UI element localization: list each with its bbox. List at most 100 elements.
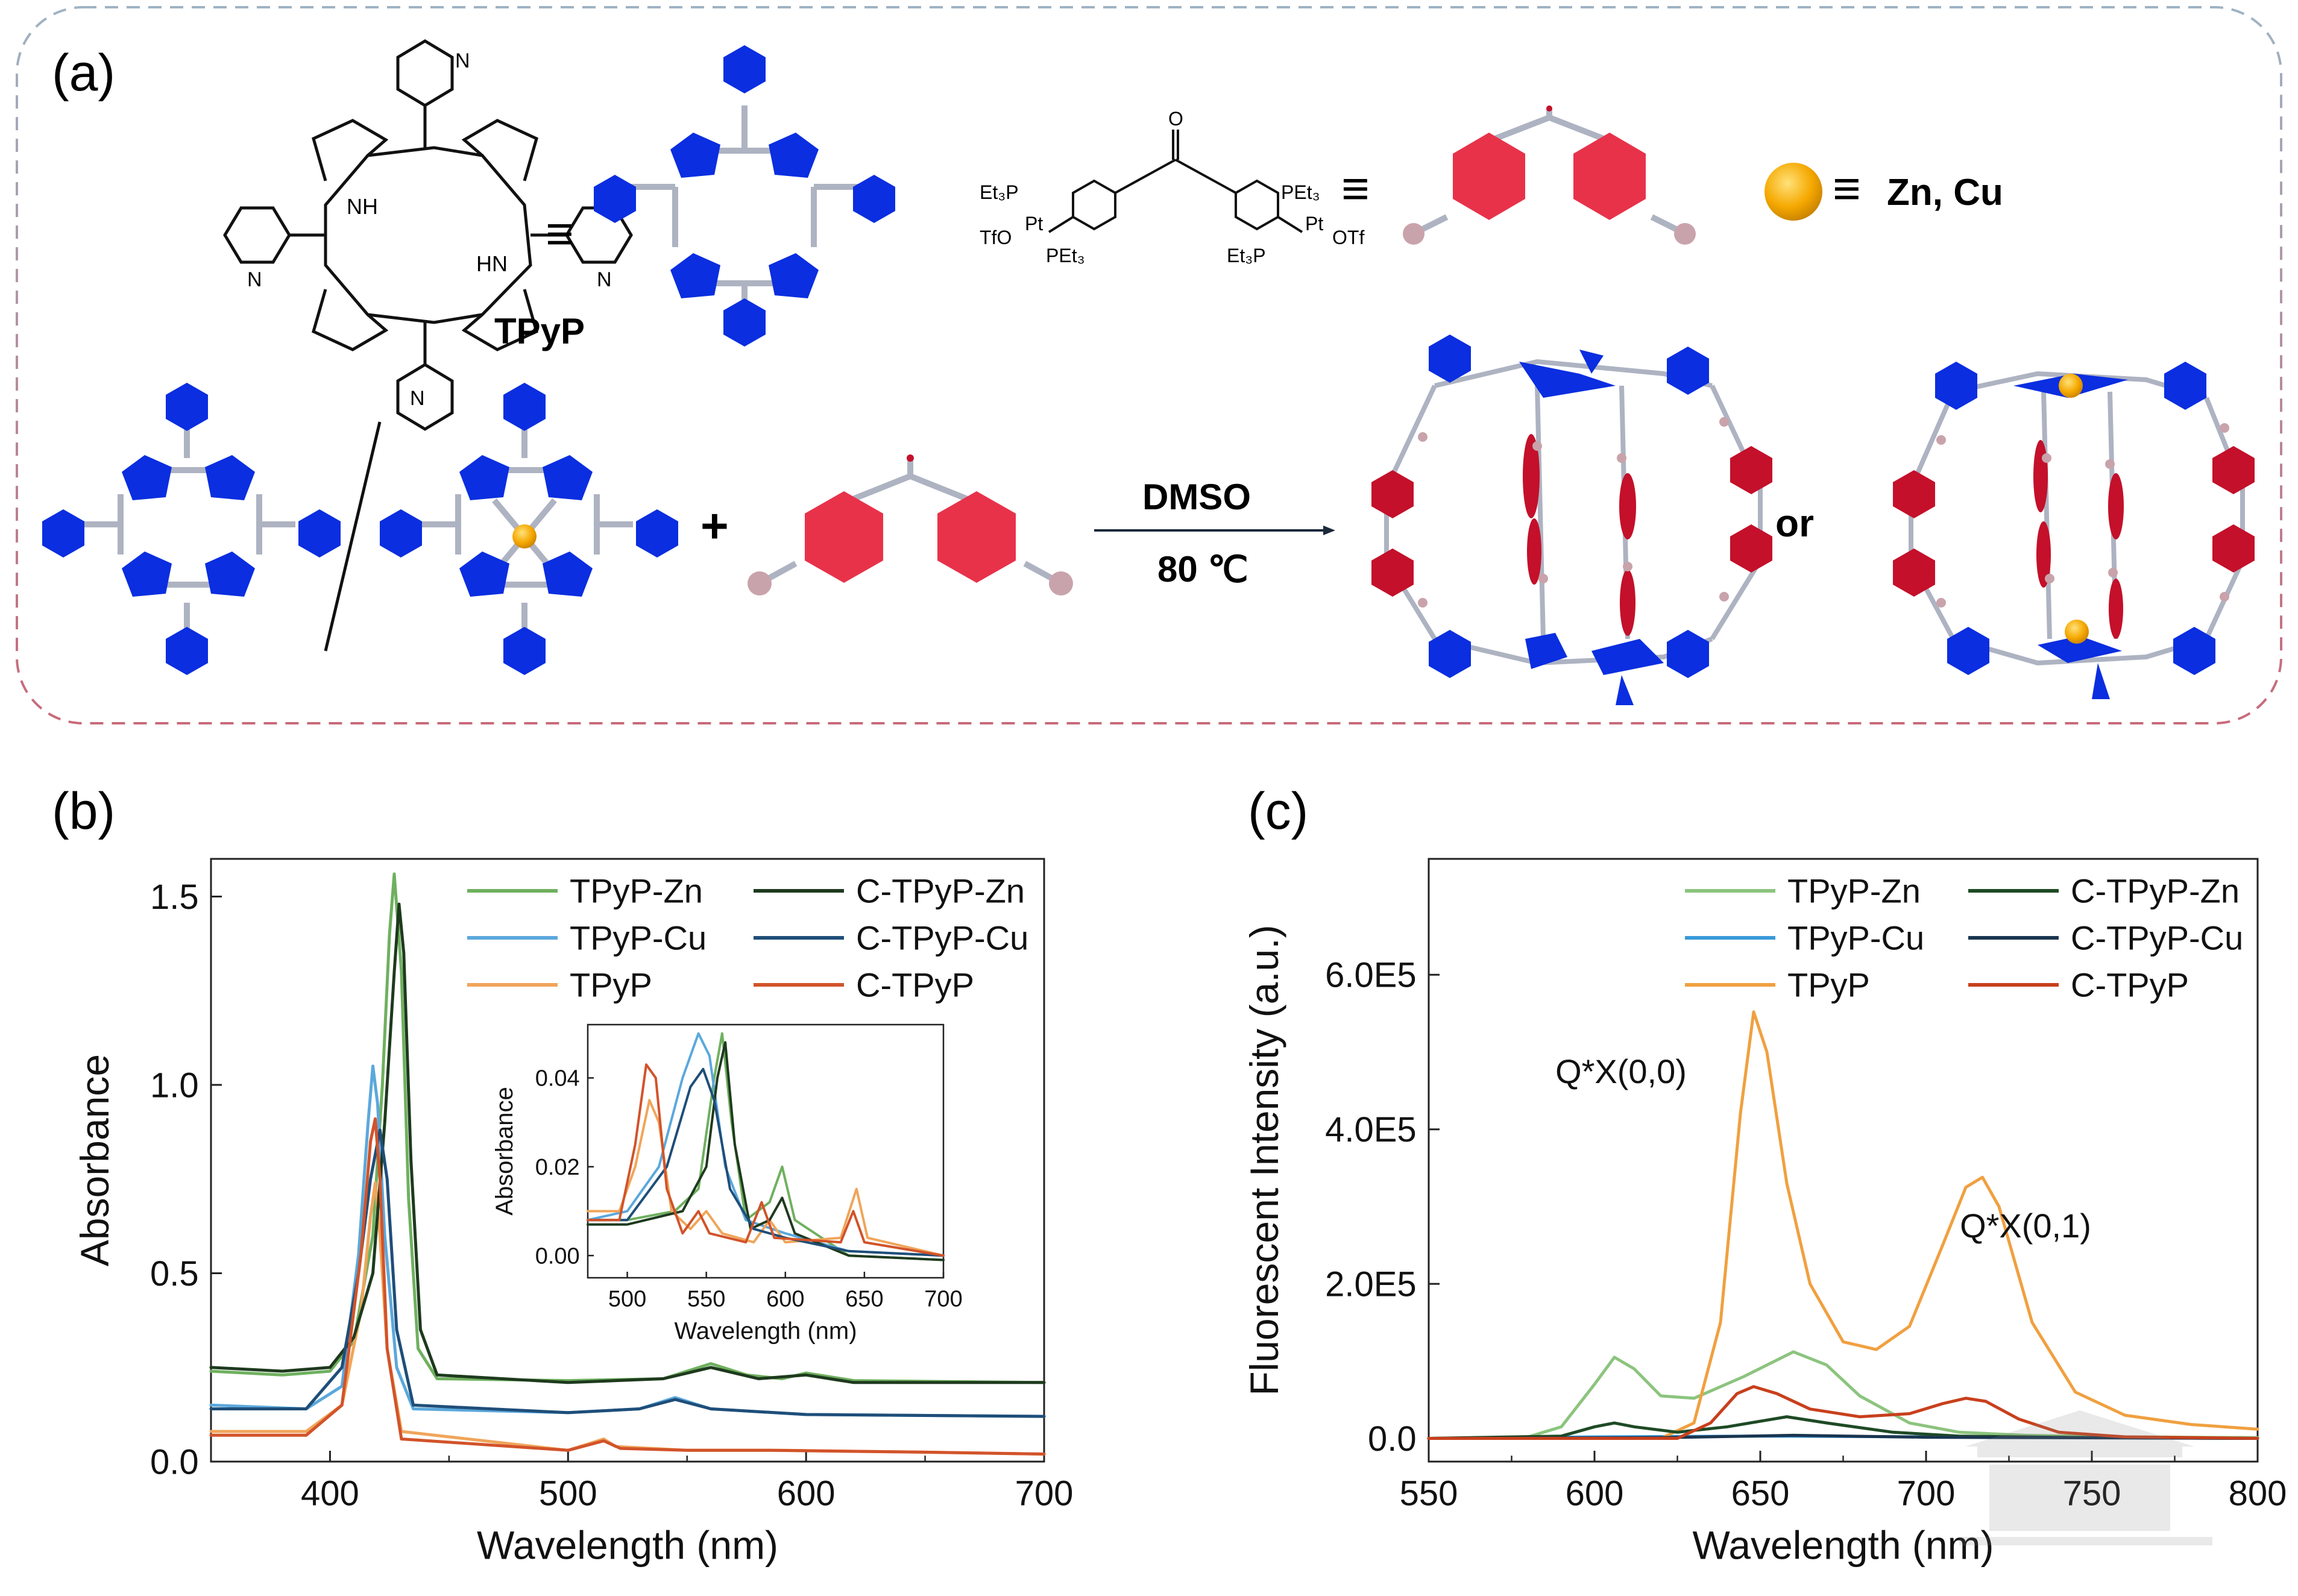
chart-b-legend-label: C-TPyP bbox=[856, 966, 974, 1004]
chart-c-legend-label: C-TPyP bbox=[2071, 966, 2189, 1004]
chart-c-ytick-label: 6.0E5 bbox=[1325, 956, 1417, 995]
chart-b-legend-label: TPyP bbox=[570, 966, 652, 1004]
chart-c-legend-label: TPyP bbox=[1787, 966, 1870, 1004]
chart-b-series-line-c-tpyp bbox=[209, 1117, 1046, 1456]
plus-sign: + bbox=[700, 499, 729, 553]
chart-b-inset-plot-frame bbox=[587, 1023, 945, 1279]
chart-b-inset-xtick-label: 500 bbox=[608, 1287, 646, 1312]
tpyp-structure bbox=[223, 39, 633, 431]
pt-ligand-structure bbox=[1048, 130, 1303, 233]
metallo-porphyrin-cartoon bbox=[380, 383, 678, 675]
porphyrin-cartoon-top bbox=[594, 45, 895, 347]
chart-b-legend-label: C-TPyP-Cu bbox=[856, 919, 1028, 957]
chart-c-legend-label: C-TPyP-Zn bbox=[2071, 872, 2240, 910]
nh-label: NH bbox=[347, 194, 378, 219]
chart-c-xtick-label: 700 bbox=[1897, 1474, 1956, 1513]
chart-b-inset-series-line-c-tpyp-zn bbox=[587, 1041, 945, 1261]
chart-c-annotation: Q*X(0,1) bbox=[1960, 1207, 2091, 1245]
equiv-sign-1: ≡ bbox=[546, 207, 574, 260]
pyridine-n-top: N bbox=[455, 49, 470, 72]
panel-a: (a) NH HN N N N N bbox=[16, 6, 2282, 724]
cage-free bbox=[1371, 335, 1772, 705]
panel-a-frame bbox=[16, 6, 2282, 724]
tfo-left: TfO bbox=[980, 227, 1012, 248]
chart-c-y-axis-label: Fluorescent Intensity (a.u.) bbox=[1242, 925, 1286, 1395]
chart-b-inset-series-line-c-tpyp bbox=[587, 1063, 945, 1257]
chart-b-plot-frame bbox=[210, 858, 1045, 1463]
chart-b-series-line-c-tpyp-cu bbox=[209, 1128, 1046, 1418]
reaction-solvent: DMSO bbox=[1142, 477, 1251, 517]
chart-b-inset: 500 550 600 650 700 0.00 0.02 0.04 Wavelength (n… bbox=[491, 1023, 963, 1345]
chart-c-xtick-label: 550 bbox=[1400, 1474, 1458, 1513]
equiv-sign-3: ≡ bbox=[1833, 162, 1861, 215]
chart-c-xtick-label: 650 bbox=[1731, 1474, 1790, 1513]
metal-ball-legend bbox=[1764, 163, 1822, 221]
reaction-temp: 80 ℃ bbox=[1157, 549, 1248, 589]
chart-b-xtick-label: 400 bbox=[301, 1474, 359, 1513]
chart-b-inset-xtick-label: 700 bbox=[924, 1287, 962, 1312]
chart-c-series-line-tpyp-zn bbox=[1427, 1350, 2259, 1440]
chart-c-legend-label: C-TPyP-Cu bbox=[2071, 919, 2243, 957]
chart-b-inset-x-axis-label: Wavelength (nm) bbox=[674, 1318, 857, 1345]
chart-c-ytick-label: 4.0E5 bbox=[1325, 1110, 1417, 1149]
metal-legend-text: Zn, Cu bbox=[1887, 172, 2003, 213]
chart-b-inset-xtick-label: 550 bbox=[687, 1287, 725, 1312]
tpyp-name: TPyP bbox=[494, 311, 585, 351]
pt-left: Pt bbox=[1025, 213, 1043, 234]
chart-c-xtick-label: 800 bbox=[2229, 1474, 2287, 1513]
chart-b-ytick-label: 0.5 bbox=[150, 1254, 199, 1293]
chart-b-inset-xtick-label: 600 bbox=[766, 1287, 804, 1312]
otf-right: OTf bbox=[1332, 227, 1364, 248]
pyridine-n-bottom: N bbox=[410, 387, 425, 410]
or-label: or bbox=[1775, 501, 1814, 545]
chart-b-inset-ytick-label: 0.04 bbox=[535, 1066, 580, 1092]
pyridine-n-left: N bbox=[247, 268, 262, 291]
chart-c-ytick-label: 2.0E5 bbox=[1325, 1265, 1417, 1304]
panel-a-label: (a) bbox=[52, 44, 115, 102]
ligand-cartoon-top bbox=[1403, 105, 1696, 245]
chart-b-ytick-label: 0.0 bbox=[150, 1442, 199, 1481]
chart-b-inset-series-line-tpyp bbox=[587, 1099, 945, 1257]
chart-b-xtick-label: 500 bbox=[539, 1474, 597, 1513]
chart-c-xtick-label: 600 bbox=[1566, 1474, 1624, 1513]
et3p-right: Et₃P bbox=[1227, 245, 1266, 266]
reaction-arrowhead bbox=[1323, 526, 1335, 535]
chart-b-inset-xtick-label: 650 bbox=[845, 1287, 883, 1312]
chart-c-xtick-label: 750 bbox=[2063, 1474, 2121, 1513]
chart-c-annotation: Q*X(0,0) bbox=[1555, 1052, 1687, 1090]
chart-b-xtick-label: 600 bbox=[777, 1474, 836, 1513]
chart-b-legend-label: TPyP-Zn bbox=[570, 872, 703, 910]
free-porphyrin-cartoon bbox=[42, 383, 341, 675]
panel-c-label: (c) bbox=[1248, 782, 1308, 840]
chart-b-legend-label: TPyP-Cu bbox=[570, 919, 707, 957]
chart-b-x-axis-label: Wavelength (nm) bbox=[477, 1523, 778, 1568]
chart-c: 550 600 650 700 750 800 0.0 2.0E5 4.0E5 6.0E5 Wave… bbox=[1242, 858, 2287, 1568]
chart-c-ytick-label: 0.0 bbox=[1368, 1419, 1417, 1459]
chart-b-legend-label: C-TPyP-Zn bbox=[856, 872, 1025, 910]
pt-right: Pt bbox=[1305, 213, 1323, 234]
chart-b-inset-y-axis-label: Absorbance bbox=[491, 1087, 518, 1215]
hn-label: HN bbox=[476, 251, 508, 276]
pet3-left: PEt₃ bbox=[1046, 245, 1085, 266]
cage-metallated bbox=[1893, 362, 2255, 699]
chart-b-xtick-label: 700 bbox=[1015, 1474, 1074, 1513]
chart-b-inset-series-line-c-tpyp-cu bbox=[587, 1067, 945, 1257]
et3p-left: Et₃P bbox=[980, 181, 1019, 203]
pet3-right: PEt₃ bbox=[1281, 181, 1320, 203]
chart-c-series-line-c-tpyp bbox=[1427, 1385, 2259, 1440]
chart-b-inset-ytick-label: 0.00 bbox=[535, 1243, 580, 1269]
o-label: O bbox=[1168, 108, 1183, 130]
equiv-sign-2: ≡ bbox=[1341, 162, 1370, 215]
chart-c-series-line-tpyp bbox=[1427, 1010, 2259, 1440]
chart-c-legend-label: TPyP-Cu bbox=[1787, 919, 1924, 957]
chart-b-ytick-label: 1.5 bbox=[150, 878, 199, 917]
chart-c-x-axis-label: Wavelength (nm) bbox=[1692, 1523, 1994, 1568]
chart-b-inset-ytick-label: 0.02 bbox=[535, 1155, 580, 1180]
panel-b-label: (b) bbox=[52, 782, 115, 840]
pyridine-n-right: N bbox=[597, 268, 612, 291]
chart-c-legend-label: TPyP-Zn bbox=[1787, 872, 1921, 910]
chart-b-series-line-c-tpyp-zn bbox=[209, 902, 1046, 1384]
slash-divider bbox=[324, 421, 382, 652]
chart-b-ytick-label: 1.0 bbox=[150, 1066, 199, 1105]
